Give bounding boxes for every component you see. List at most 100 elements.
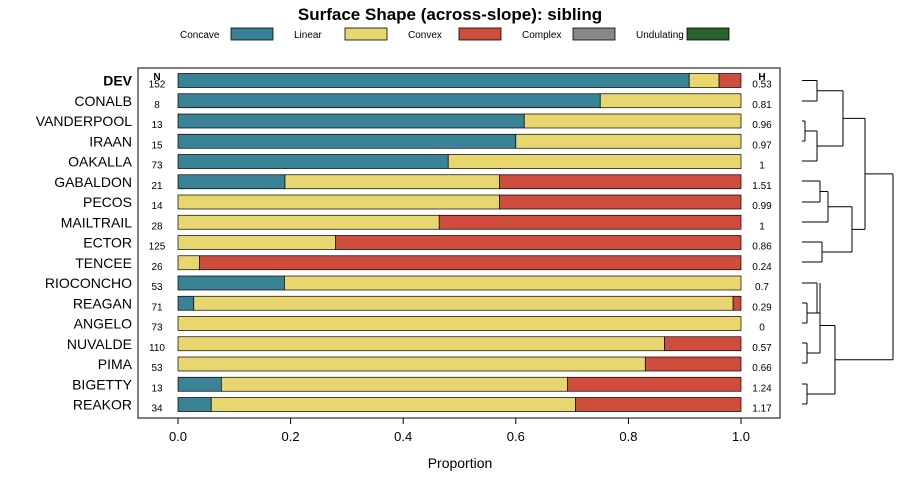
- legend-label-convex: Convex: [408, 30, 442, 41]
- row-dev: DEV 152 0.53: [103, 73, 772, 91]
- bar-segment-linear: [221, 376, 568, 392]
- row-angelo: ANGELO 73 0: [74, 316, 766, 334]
- bar-segment-linear: [177, 316, 742, 331]
- row-label: GABALDON: [54, 174, 132, 190]
- n-value: 73: [151, 323, 163, 334]
- bar-rows: DEV 152 0.53 CONALB 8 0.81 VANDERPOOL 13 0.96 IRA…: [36, 73, 772, 415]
- row-label: BIGETTY: [72, 376, 133, 392]
- row-rioconcho: RIOCONCHO 53 0.7: [45, 275, 770, 293]
- h-value: 0.81: [752, 100, 772, 111]
- n-value: 152: [149, 80, 166, 91]
- bar-segment-convex: [644, 356, 742, 372]
- row-label: PECOS: [83, 194, 132, 210]
- bar-segment-linear: [177, 356, 646, 372]
- legend-swatch-convex: [458, 27, 502, 41]
- bar-segment-linear: [177, 194, 500, 210]
- bar-segment-linear: [688, 73, 720, 88]
- h-value: 1.17: [752, 404, 772, 415]
- row-gabaldon: GABALDON 21 1.51: [54, 174, 772, 192]
- row-tencee: TENCEE 26 0.24: [75, 255, 772, 273]
- x-tick-label: 0.6: [507, 429, 525, 444]
- x-tick-label: 0.8: [619, 429, 637, 444]
- row-label: REAKOR: [73, 397, 132, 413]
- bar-segment-concave: [177, 174, 286, 190]
- row-conalb: CONALB 8 0.81: [74, 93, 772, 111]
- n-value: 21: [151, 181, 163, 192]
- bar-segment-convex: [664, 336, 742, 352]
- bar-segment-convex: [499, 194, 742, 210]
- row-label: REAGAN: [73, 295, 132, 311]
- n-value: 73: [151, 161, 163, 172]
- bar-segment-convex: [438, 214, 742, 230]
- x-tick-label: 0.0: [169, 429, 187, 444]
- row-nuvalde: NUVALDE 110 0.57: [67, 336, 772, 354]
- x-tick-label: 0.4: [394, 429, 412, 444]
- row-ector: ECTOR 125 0.86: [83, 235, 772, 253]
- bar-segment-linear: [523, 113, 742, 129]
- h-column-header: H: [758, 72, 765, 83]
- legend-swatch-linear: [344, 27, 388, 41]
- legend: Concave Linear Convex Complex Undulating: [180, 27, 730, 41]
- legend-label-undulating: Undulating: [636, 30, 684, 41]
- n-value: 13: [151, 120, 163, 131]
- bar-segment-linear: [177, 214, 440, 230]
- h-value: 1.51: [752, 181, 772, 192]
- row-label: IRAAN: [89, 133, 132, 149]
- row-pima: PIMA 53 0.66: [98, 356, 772, 374]
- h-value: 0: [759, 323, 765, 334]
- n-value: 14: [151, 201, 163, 212]
- bar-segment-linear: [177, 336, 665, 352]
- bar-segment-convex: [567, 376, 742, 392]
- n-value: 26: [151, 262, 163, 273]
- legend-swatch-undulating: [686, 27, 730, 41]
- bar-segment-linear: [177, 255, 200, 271]
- bar-segment-linear: [515, 133, 742, 149]
- bar-segment-convex: [575, 397, 742, 412]
- bar-segment-linear: [210, 397, 576, 412]
- bar-segment-concave: [177, 397, 212, 412]
- h-value: 0.7: [755, 282, 769, 293]
- bar-segment-concave: [177, 133, 517, 149]
- h-value: 1: [759, 221, 765, 232]
- n-value: 28: [151, 221, 163, 232]
- n-value: 71: [151, 302, 163, 313]
- row-label: NUVALDE: [67, 336, 132, 352]
- bar-segment-linear: [447, 154, 742, 169]
- bar-segment-linear: [193, 295, 734, 311]
- h-value: 0.57: [752, 343, 772, 354]
- n-value: 53: [151, 282, 163, 293]
- row-iraan: IRAAN 15 0.97: [89, 133, 772, 151]
- bar-segment-concave: [177, 73, 690, 88]
- row-label: TENCEE: [75, 255, 132, 271]
- n-value: 53: [151, 363, 163, 374]
- plot-frame: [137, 67, 781, 419]
- bar-segment-convex: [335, 235, 742, 250]
- chart-title: Surface Shape (across-slope): sibling: [298, 5, 602, 24]
- row-label: CONALB: [74, 93, 132, 109]
- h-value: 1: [759, 161, 765, 172]
- h-value: 0.24: [752, 262, 772, 273]
- row-label: ECTOR: [83, 235, 132, 251]
- n-value: 8: [154, 100, 160, 111]
- bar-segment-convex: [732, 295, 742, 311]
- bar-segment-concave: [177, 154, 449, 169]
- row-reagan: REAGAN 71 0.29: [73, 295, 772, 313]
- row-label: PIMA: [98, 356, 133, 372]
- row-bigetty: BIGETTY 13 1.24: [72, 376, 772, 394]
- h-value: 0.66: [752, 363, 772, 374]
- legend-label-linear: Linear: [294, 30, 322, 41]
- row-oakalla: OAKALLA 73 1: [68, 154, 765, 172]
- row-label: OAKALLA: [68, 154, 132, 170]
- x-tick-label: 0.2: [282, 429, 300, 444]
- n-value: 125: [149, 242, 166, 253]
- h-value: 0.97: [752, 140, 772, 151]
- bar-segment-convex: [199, 255, 742, 271]
- legend-swatch-concave: [230, 27, 274, 41]
- h-value: 0.96: [752, 120, 772, 131]
- legend-swatch-complex: [572, 27, 616, 41]
- legend-label-complex: Complex: [522, 30, 561, 41]
- h-value: 0.53: [752, 80, 772, 91]
- row-label: RIOCONCHO: [45, 275, 132, 291]
- row-mailtrail: MAILTRAIL 28 1: [61, 214, 766, 232]
- row-label: MAILTRAIL: [61, 214, 133, 230]
